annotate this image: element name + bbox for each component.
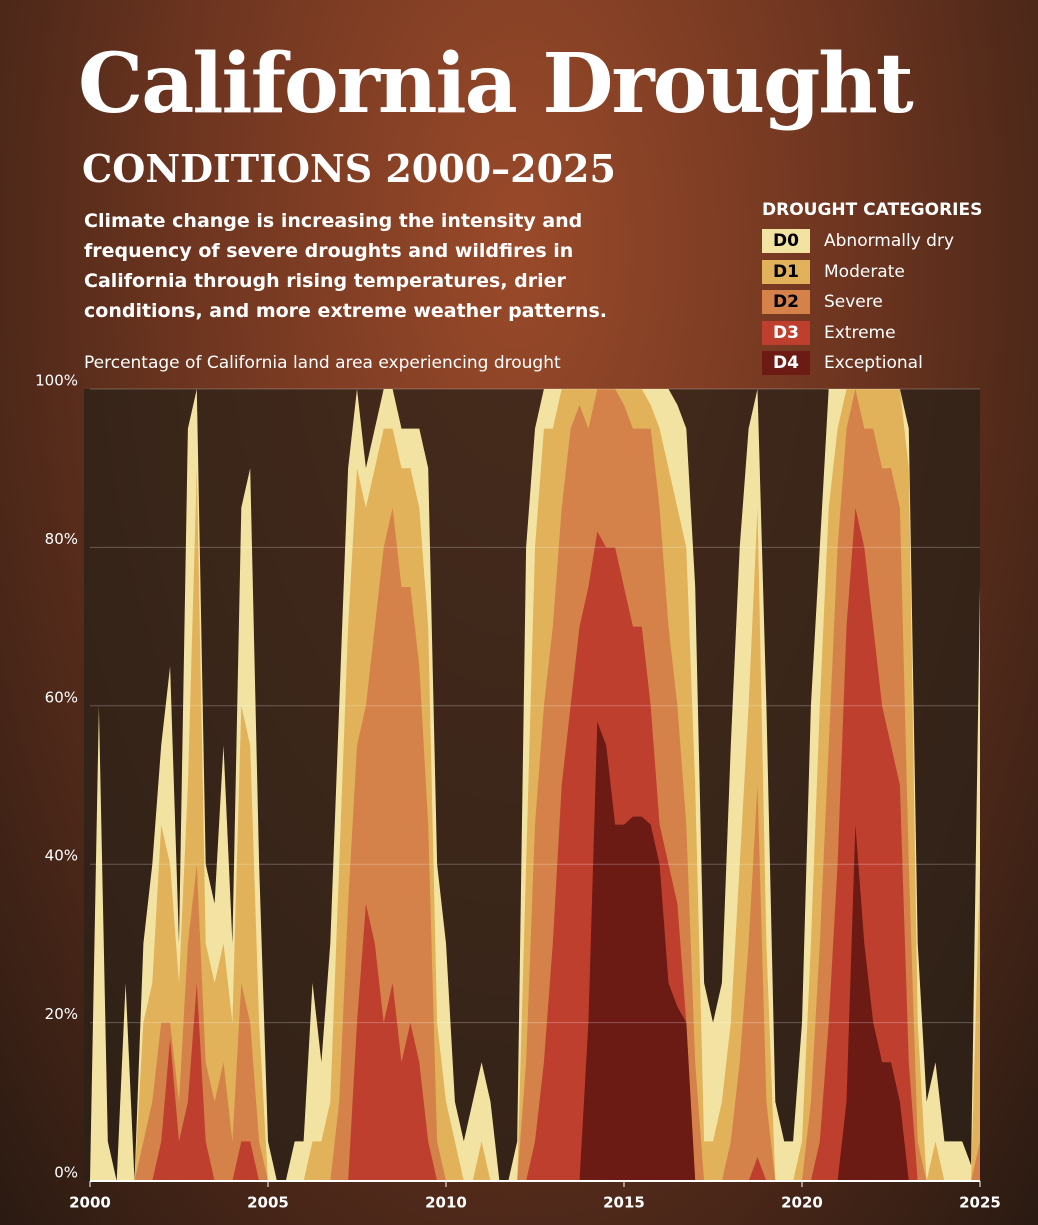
x-tick-label: 2025 [959,1194,1001,1212]
x-tick-label: 2000 [69,1194,111,1212]
legend-item: D4 Exceptional [762,348,982,379]
y-tick-label: 60% [45,688,78,706]
legend-swatch: D3 [762,320,810,345]
description: Climate change is increasing the intensi… [84,210,607,322]
legend-label: Extreme [824,322,896,343]
x-tick-label: 2020 [781,1194,823,1212]
y-tick-label: 100% [35,372,78,390]
legend-swatch: D1 [762,259,810,284]
legend-item: D1 Moderate [762,257,982,288]
legend-label: Abnormally dry [824,231,955,252]
legend-label: Severe [824,292,883,313]
y-tick-label: 80% [45,530,78,548]
y-tick-label: 20% [45,1005,78,1023]
legend-swatch: D2 [762,290,810,315]
x-tick-label: 2010 [425,1194,467,1212]
y-tick-label: 40% [45,847,78,865]
area [90,389,980,1181]
legend-item: D2 Severe [762,287,982,318]
legend-title: DROUGHT CATEGORIES [762,200,983,220]
legend-swatch: D0 [762,229,810,254]
legend-label: Moderate [824,261,905,282]
y-tick-label: 0% [54,1164,78,1182]
legend-label: Exceptional [824,353,923,374]
legend-swatch: D4 [762,351,810,376]
y-axis-label: Percentage of California land area exper… [84,353,561,373]
chart-subtitle: CONDITIONS 2000–2025 [82,146,616,191]
x-tick-label: 2015 [603,1194,645,1212]
legend-item: D0 Abnormally dry [762,226,982,257]
x-tick-label: 2005 [247,1194,289,1212]
chart-title: California Drought [78,36,914,132]
area [90,721,980,1181]
legend-item: D3 Extreme [762,318,982,349]
legend: DROUGHT CATEGORIES D0 Abnormally dry D1 Mod… [762,200,982,379]
